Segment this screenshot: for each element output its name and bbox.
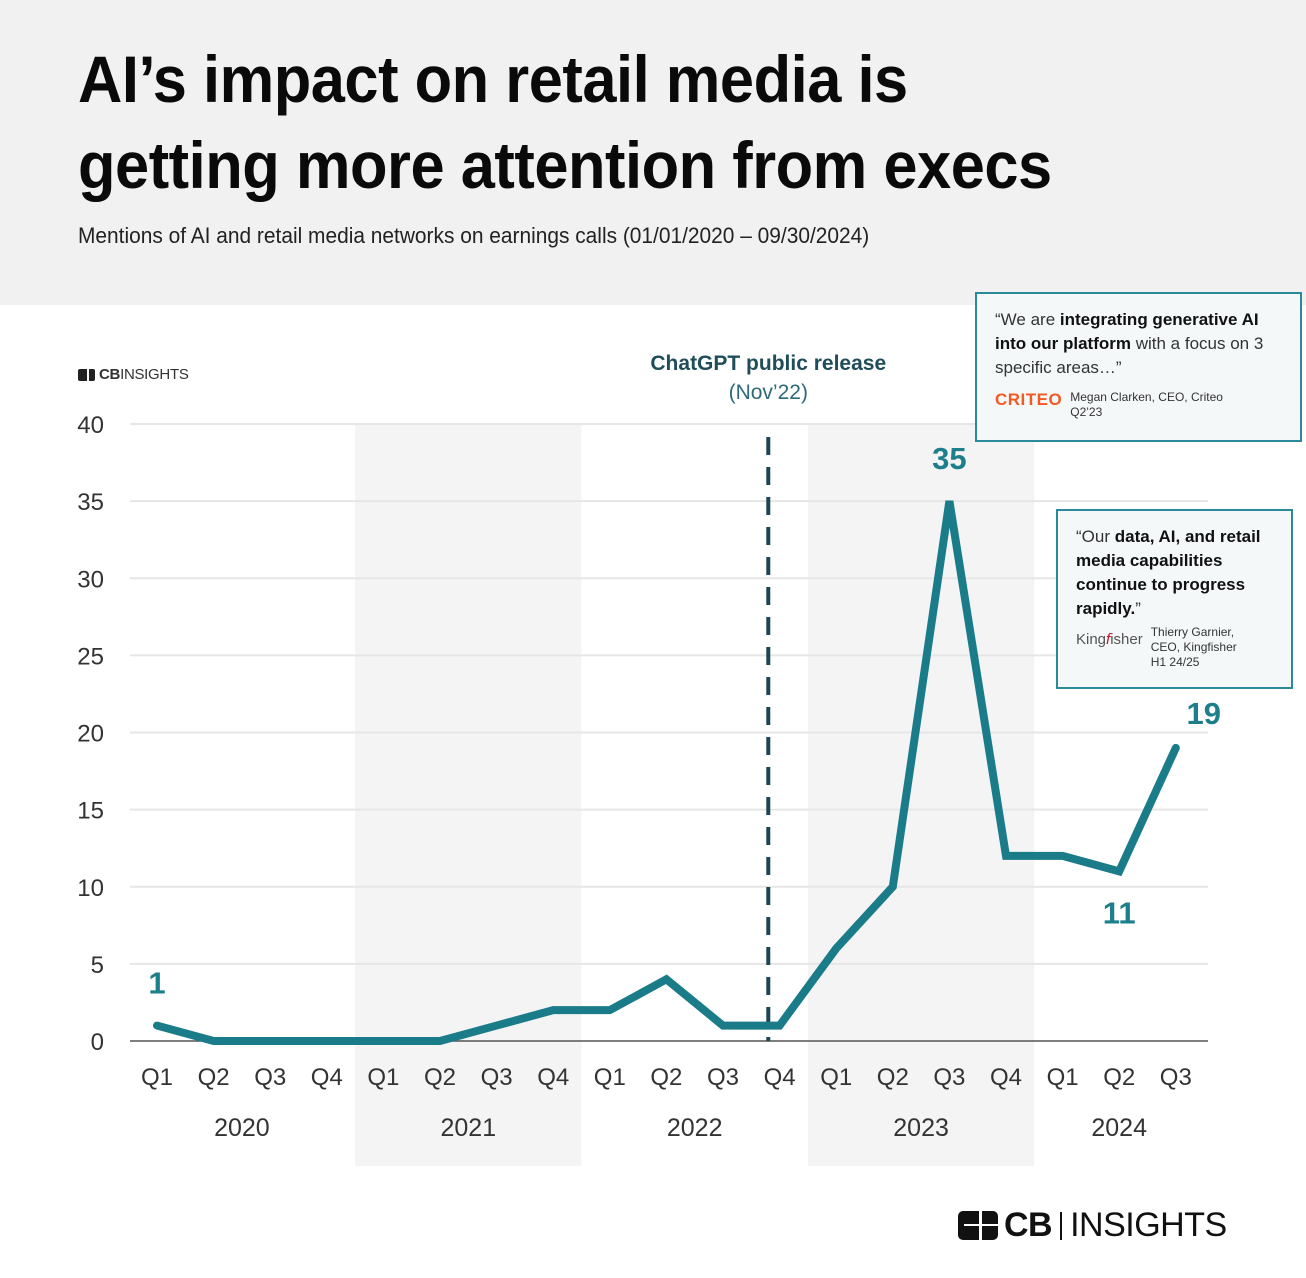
year-bands [355,424,1035,1166]
data-labels: 1 35 11 19 [148,441,1221,1000]
y-axis-ticks: 0 5 10 15 20 25 30 35 40 [77,412,104,1056]
quote-attribution: Kingfisher Thierry Garnier, CEO, Kingfish… [1076,625,1281,670]
x-tick-label: Q4 [311,1064,343,1091]
y-tick-label: 5 [91,952,104,979]
title-line-1: AI’s impact on retail media is [78,42,908,116]
quote-attribution: CRITEO Megan Clarken, CEO, Criteo Q2’23 [995,390,1286,420]
x-tick-label: Q2 [198,1064,230,1091]
x-axis-ticks: Q1 Q2 Q3 Q4 Q1 Q2 Q3 Q4 Q1 Q2 Q3 Q4 Q1 Q2 Q3 Q4 Q1 Q2 Q3 [141,1064,1192,1091]
year-band-2023 [807,424,1035,1166]
quote-speaker: Thierry Garnier, CEO, Kingfisher H1 24/25 [1150,625,1237,669]
x-tick-label: Q1 [820,1064,852,1091]
quote-speaker: Megan Clarken, CEO, Criteo Q2’23 [1070,390,1223,419]
quote-text: “We are integrating generative AI into o… [995,310,1264,377]
x-tick-label: Q1 [141,1064,173,1091]
x-tick-label: Q3 [254,1064,286,1091]
year-band-2021 [355,424,582,1166]
y-tick-label: 0 [91,1029,104,1056]
y-tick-label: 40 [77,412,104,439]
cb-insights-logo-footer: CB INSIGHTS [958,1206,1227,1245]
page-title: AI’s impact on retail media is getting m… [78,36,1194,208]
x-tick-label: Q1 [367,1064,399,1091]
y-tick-label: 20 [77,721,104,748]
x-tick-label: Q2 [424,1064,456,1091]
year-label: 2020 [214,1114,270,1142]
x-tick-label: Q2 [650,1064,682,1091]
cb-insights-logo-small: CBINSIGHTS [78,366,189,383]
data-label: 1 [148,966,165,1001]
logo-text: INSIGHTS [120,366,189,383]
quote-criteo: “We are integrating generative AI into o… [975,292,1302,442]
data-label: 11 [1103,895,1136,930]
quote-text: “Our data, AI, and retail media capabili… [1076,527,1261,618]
chatgpt-release-marker: ChatGPT public release (Nov’22) [650,352,886,1041]
title-line-2: getting more attention from execs [78,128,1052,202]
year-label: 2024 [1091,1114,1147,1142]
data-label: 35 [932,441,966,476]
cb-logo-icon [78,368,95,381]
criteo-logo: CRITEO [995,390,1063,409]
year-label: 2023 [893,1114,949,1142]
data-label: 19 [1187,696,1221,731]
kingfisher-logo: Kingfisher [1076,631,1143,648]
y-tick-label: 10 [77,875,104,902]
annotation-subtitle: (Nov’22) [729,381,808,404]
x-tick-label: Q3 [707,1064,739,1091]
annotation-title: ChatGPT public release [650,352,886,375]
chart-subtitle: Mentions of AI and retail media networks… [78,223,870,248]
quote-kingfisher: “Our data, AI, and retail media capabili… [1056,509,1293,689]
x-tick-label: Q1 [594,1064,626,1091]
gridlines [130,423,1208,1042]
year-label: 2022 [667,1114,723,1142]
logo-text: INSIGHTS [1070,1206,1227,1244]
logo-text-bold: CB [99,366,121,383]
x-tick-label: Q4 [990,1064,1022,1091]
cb-logo-icon [958,1211,998,1240]
x-tick-label: Q3 [481,1064,513,1091]
x-tick-label: Q3 [1160,1064,1192,1091]
x-tick-label: Q3 [933,1064,965,1091]
x-tick-label: Q2 [877,1064,909,1091]
x-tick-label: Q1 [1047,1064,1079,1091]
y-tick-label: 35 [77,489,104,516]
header-band [0,0,1306,305]
x-tick-label: Q2 [1103,1064,1135,1091]
year-labels: 2020 2021 2022 2023 2024 [214,1114,1147,1142]
x-tick-label: Q4 [764,1064,796,1091]
year-label: 2021 [440,1114,496,1142]
y-tick-label: 30 [77,566,104,593]
y-tick-label: 15 [77,798,104,825]
y-tick-label: 25 [77,643,104,670]
logo-text-bold: CB [1004,1206,1053,1244]
series-mentions [153,500,1180,1045]
x-tick-label: Q4 [537,1064,569,1091]
